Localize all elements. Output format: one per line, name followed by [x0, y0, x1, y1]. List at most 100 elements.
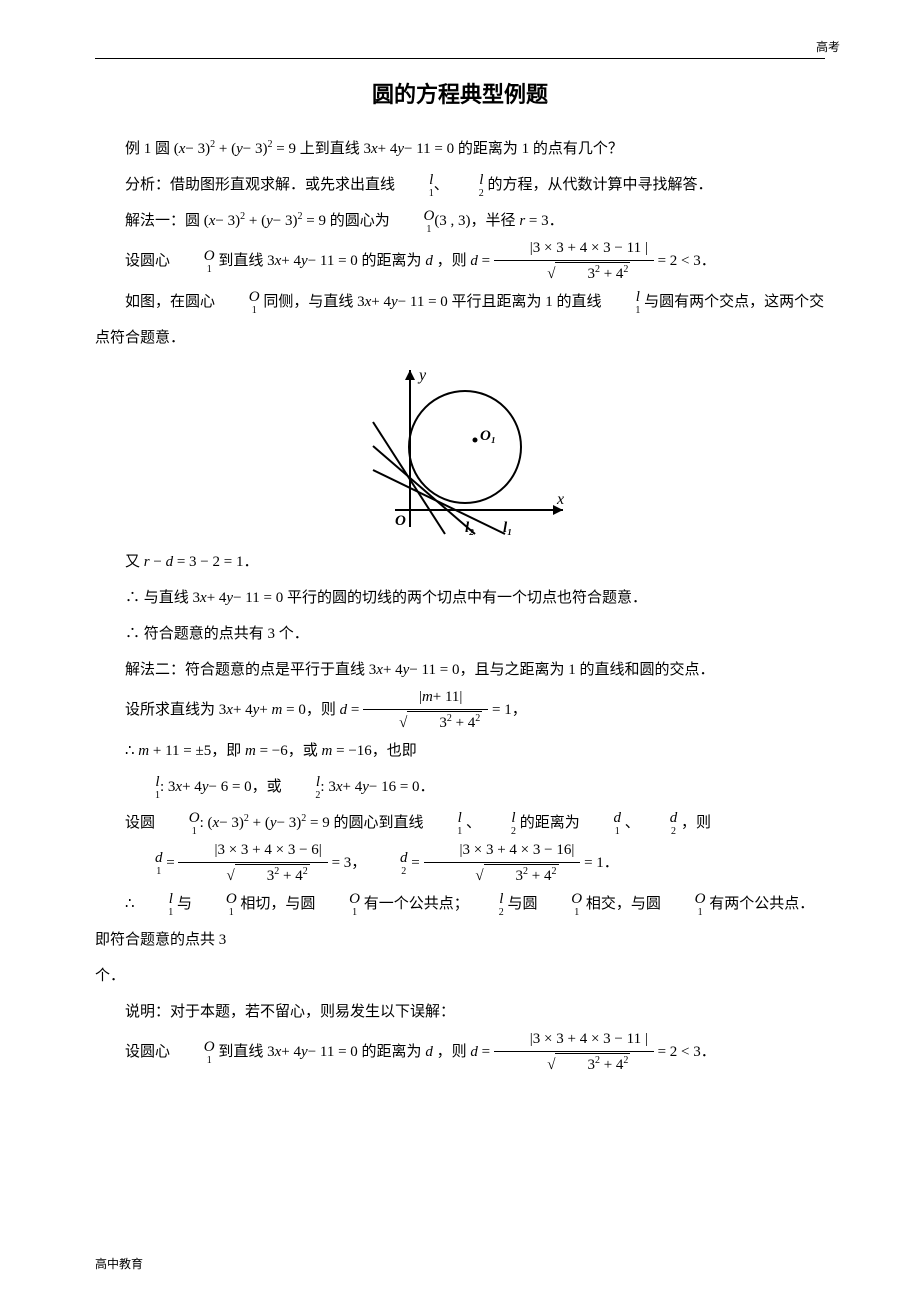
- text: − 3): [215, 213, 240, 229]
- d2: d2: [640, 811, 678, 837]
- O1: O1: [219, 290, 260, 316]
- text: = 2 < 3．: [658, 1044, 716, 1060]
- text: = 9 上到直线 3: [273, 141, 371, 157]
- denominator: √32 + 42: [494, 261, 654, 285]
- O1: O1: [319, 892, 360, 918]
- line-r-d: 又 r − d = 3 − 2 = 1．: [95, 544, 825, 580]
- text: + 11 = ±5，即: [149, 743, 245, 759]
- l2: l2: [449, 173, 484, 199]
- l1: l1: [605, 290, 640, 316]
- solution-1-line-3: 如图，在圆心 O1 同侧，与直线 3x+ 4y− 11 = 0 平行且距离为 1…: [95, 284, 825, 320]
- text: − 6 = 0，或: [208, 779, 285, 795]
- text: + 4: [207, 590, 227, 606]
- line-p7: ∴ 与直线 3x+ 4y− 11 = 0 平行的圆的切线的两个切点中有一个切点也…: [95, 580, 825, 616]
- numerator: |3 × 3 + 4 × 3 − 11 |: [494, 239, 654, 261]
- text: 的距离为: [516, 815, 584, 831]
- svg-text:y: y: [417, 367, 427, 384]
- text: 有一个公共点；: [360, 896, 469, 912]
- solution-2-line-4: l1: 3x+ 4y− 6 = 0，或 l2: 3x+ 4y− 16 = 0．: [95, 769, 825, 805]
- text: =: [408, 855, 424, 871]
- text: = 9 的圆心为: [303, 213, 394, 229]
- text: = 0，则: [282, 702, 339, 718]
- text: +: [259, 702, 271, 718]
- l2: l2: [469, 892, 504, 918]
- var-y: y: [270, 815, 277, 831]
- text: + 4: [281, 1044, 301, 1060]
- fraction: |3 × 3 + 4 × 3 − 11 | √32 + 42: [494, 1030, 654, 1075]
- denominator: √32 + 42: [424, 863, 581, 887]
- var-d: d: [470, 1044, 478, 1060]
- text: 到直线 3: [215, 1044, 275, 1060]
- d1: d1: [584, 811, 622, 837]
- text: + 4: [371, 294, 391, 310]
- example-1: 例 1 圆 (x− 3)2 + (y− 3)2 = 9 上到直线 3x+ 4y−…: [95, 131, 825, 167]
- var-y: y: [362, 779, 369, 795]
- text: = −6，或: [256, 743, 322, 759]
- header-label: 高考: [816, 38, 840, 55]
- fraction: |m+ 11| √32 + 42: [363, 688, 488, 733]
- text: : 3: [160, 779, 175, 795]
- text: 与圆有两个交点，这两个交: [640, 294, 824, 310]
- text: − 11 = 0 平行的圆的切线的两个切点中有一个切点也符合题意．: [233, 590, 647, 606]
- var-d: d: [166, 554, 174, 570]
- text: 、: [621, 815, 640, 831]
- text: + 4: [182, 779, 202, 795]
- text: 设圆心: [125, 253, 174, 269]
- numerator: |m+ 11|: [363, 688, 488, 710]
- var-m: m: [138, 743, 149, 759]
- solution-1-line-3b: 点符合题意．: [95, 320, 825, 356]
- text: 设圆: [125, 815, 159, 831]
- text: ∴: [125, 743, 138, 759]
- svg-text:l₁: l₁: [503, 520, 512, 536]
- var-d: d: [470, 253, 478, 269]
- var-m: m: [245, 743, 256, 759]
- text: − 16 = 0．: [369, 779, 435, 795]
- l2: l2: [481, 811, 516, 837]
- solution-2-line-7b: 个．: [95, 958, 825, 994]
- analysis: 分析：借助图形直观求解．或先求出直线 l1、l2 的方程，从代数计算中寻找解答．: [95, 167, 825, 203]
- text: 相切，与圆: [237, 896, 320, 912]
- text: = 9 的圆心到直线: [306, 815, 427, 831]
- text: = 1，: [492, 702, 527, 718]
- denominator: √32 + 42: [178, 863, 327, 887]
- text: − 3): [277, 815, 302, 831]
- l1: l1: [427, 811, 462, 837]
- text: 与: [173, 896, 196, 912]
- svg-text:l₂: l₂: [465, 520, 474, 536]
- text: (3 , 3)，半径: [434, 213, 519, 229]
- text: 解法二：符合题意的点是平行于直线 3: [125, 662, 376, 678]
- text: ∴ 与直线 3: [125, 590, 200, 606]
- text: 例 1 圆 (: [125, 141, 179, 157]
- text: ，则: [433, 1044, 471, 1060]
- text: + 4: [281, 253, 301, 269]
- text: − 11 = 0 的距离为: [308, 253, 426, 269]
- page-title: 圆的方程典型例题: [95, 77, 825, 109]
- O1: O1: [393, 209, 434, 235]
- text: ，则: [433, 253, 471, 269]
- solution-2-line-6: d1 = |3 × 3 + 4 × 3 − 6| √32 + 42 = 3， d…: [95, 841, 825, 886]
- text: = 2 < 3．: [658, 253, 716, 269]
- text: : (: [200, 815, 213, 831]
- text: 设所求直线为 3: [125, 702, 226, 718]
- var-d: d: [425, 253, 433, 269]
- O1: O1: [541, 892, 582, 918]
- text: 设圆心: [125, 1044, 174, 1060]
- text: =: [478, 1044, 494, 1060]
- text: 相交，与圆: [582, 896, 665, 912]
- text: + 4: [383, 662, 403, 678]
- text: − 3): [185, 141, 210, 157]
- solution-2-line-2: 设所求直线为 3x+ 4y+ m = 0，则 d = |m+ 11| √32 +…: [95, 688, 825, 733]
- text: = 3，: [332, 855, 370, 871]
- text: − 11 = 0 的距离为 1 的点有几个？: [404, 141, 623, 157]
- d2: d2: [370, 851, 408, 877]
- text: 到直线 3: [215, 253, 275, 269]
- text: −: [150, 554, 166, 570]
- l1: l1: [399, 173, 434, 199]
- denominator: √32 + 42: [363, 710, 488, 734]
- text: 如图，在圆心: [125, 294, 219, 310]
- var-x: x: [200, 590, 207, 606]
- solution-2-line-1: 解法二：符合题意的点是平行于直线 3x+ 4y− 11 = 0，且与之距离为 1…: [95, 652, 825, 688]
- text: = −16，也即: [332, 743, 416, 759]
- footer-label: 高中教育: [95, 1255, 143, 1272]
- text: + 4: [233, 702, 253, 718]
